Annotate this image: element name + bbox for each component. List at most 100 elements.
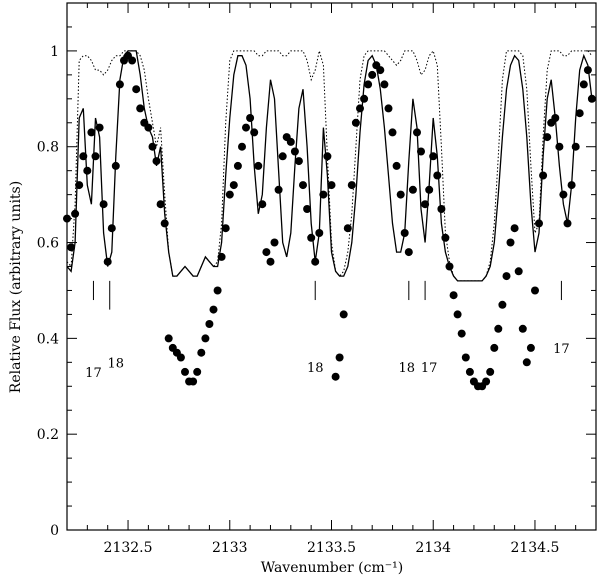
data-point [176,353,185,362]
data-point [343,224,352,233]
y-axis-label: Relative Flux (arbitrary units) [8,181,24,393]
data-point [400,229,409,237]
data-point [506,238,515,247]
data-point [417,147,425,156]
data-point [323,152,332,161]
data-point [579,80,588,89]
data-point [315,229,324,237]
data-point [327,181,336,190]
x-tick-label: 2132.5 [104,540,153,556]
data-point [526,343,535,352]
data-point [148,142,157,151]
axes: 2132.5 2133 2133.5 2134 2134.5 0 0.2 0.4 0.6 0.8 1 [37,2,597,556]
y-tick-label: 0.6 [37,236,59,252]
line-marker-label: 18 [399,361,416,376]
data-point [510,224,519,233]
data-point [181,367,189,376]
data-point [225,190,234,199]
data-point [396,190,405,199]
data-point [197,348,206,357]
data-point [575,109,584,118]
data-point [83,166,92,175]
data-point [514,267,523,276]
data-point [160,219,169,228]
data-point [209,305,218,314]
line-marker-group: 17 18 18 18 17 17 [85,280,570,381]
x-tick-label: 2134.5 [510,540,559,556]
data-point [99,200,108,209]
data-point [319,190,328,199]
data-point [404,248,413,257]
data-point [498,300,507,309]
observed-data-series [63,51,596,391]
x-tick-label: 2133.5 [307,540,356,556]
data-point [156,200,165,209]
data-point [583,66,592,75]
data-point [217,252,226,261]
data-point [189,377,198,386]
data-point [559,190,568,199]
data-point [67,243,76,252]
data-point [425,185,434,194]
data-point [103,257,112,266]
data-point [380,80,389,89]
data-point [433,171,442,180]
data-point [111,161,120,170]
data-point [242,123,250,132]
x-axis-label: Wavenumber (cm⁻¹) [261,560,403,576]
data-point [388,128,397,137]
data-point [539,171,548,180]
y-tick-label: 1 [50,44,59,60]
line-marker-label: 18 [307,361,324,376]
data-point [486,367,495,376]
data-point [555,142,564,151]
data-point [201,334,210,343]
data-point [339,310,348,319]
data-point [384,104,393,113]
data-point [490,343,499,352]
data-point [347,181,356,190]
data-point [238,142,246,151]
data-point [571,142,580,151]
data-point [213,286,222,295]
data-point [193,367,202,376]
solid-model-series [66,50,593,282]
data-point [368,70,377,79]
data-point [535,219,543,228]
data-point [307,233,316,242]
data-point [262,248,271,257]
data-point [502,272,511,281]
data-point [567,181,576,190]
data-point [152,157,161,166]
y-tick-label: 0.8 [37,140,59,156]
data-point [518,324,527,333]
data-point [531,286,539,295]
data-point [299,181,307,190]
data-point [364,80,373,89]
data-point [294,157,303,166]
data-point [465,367,474,376]
data-point [205,320,214,328]
data-point [95,123,104,132]
data-point [457,329,466,338]
dotted-model-line [66,49,593,282]
data-point [392,161,401,170]
data-point [164,334,173,343]
data-point [429,152,438,161]
data-point [128,56,137,65]
line-marker-label: 17 [553,342,570,357]
x-tick-label: 2134 [415,540,451,556]
data-point [311,257,320,266]
data-point [437,205,446,213]
data-point [270,238,279,247]
data-point [356,104,364,113]
data-point [266,257,275,266]
data-point [331,372,340,381]
data-point [453,310,462,319]
data-point [461,353,470,362]
data-point [449,291,458,300]
data-point [445,262,454,271]
data-point [144,123,153,132]
y-tick-label: 0.4 [37,331,59,347]
